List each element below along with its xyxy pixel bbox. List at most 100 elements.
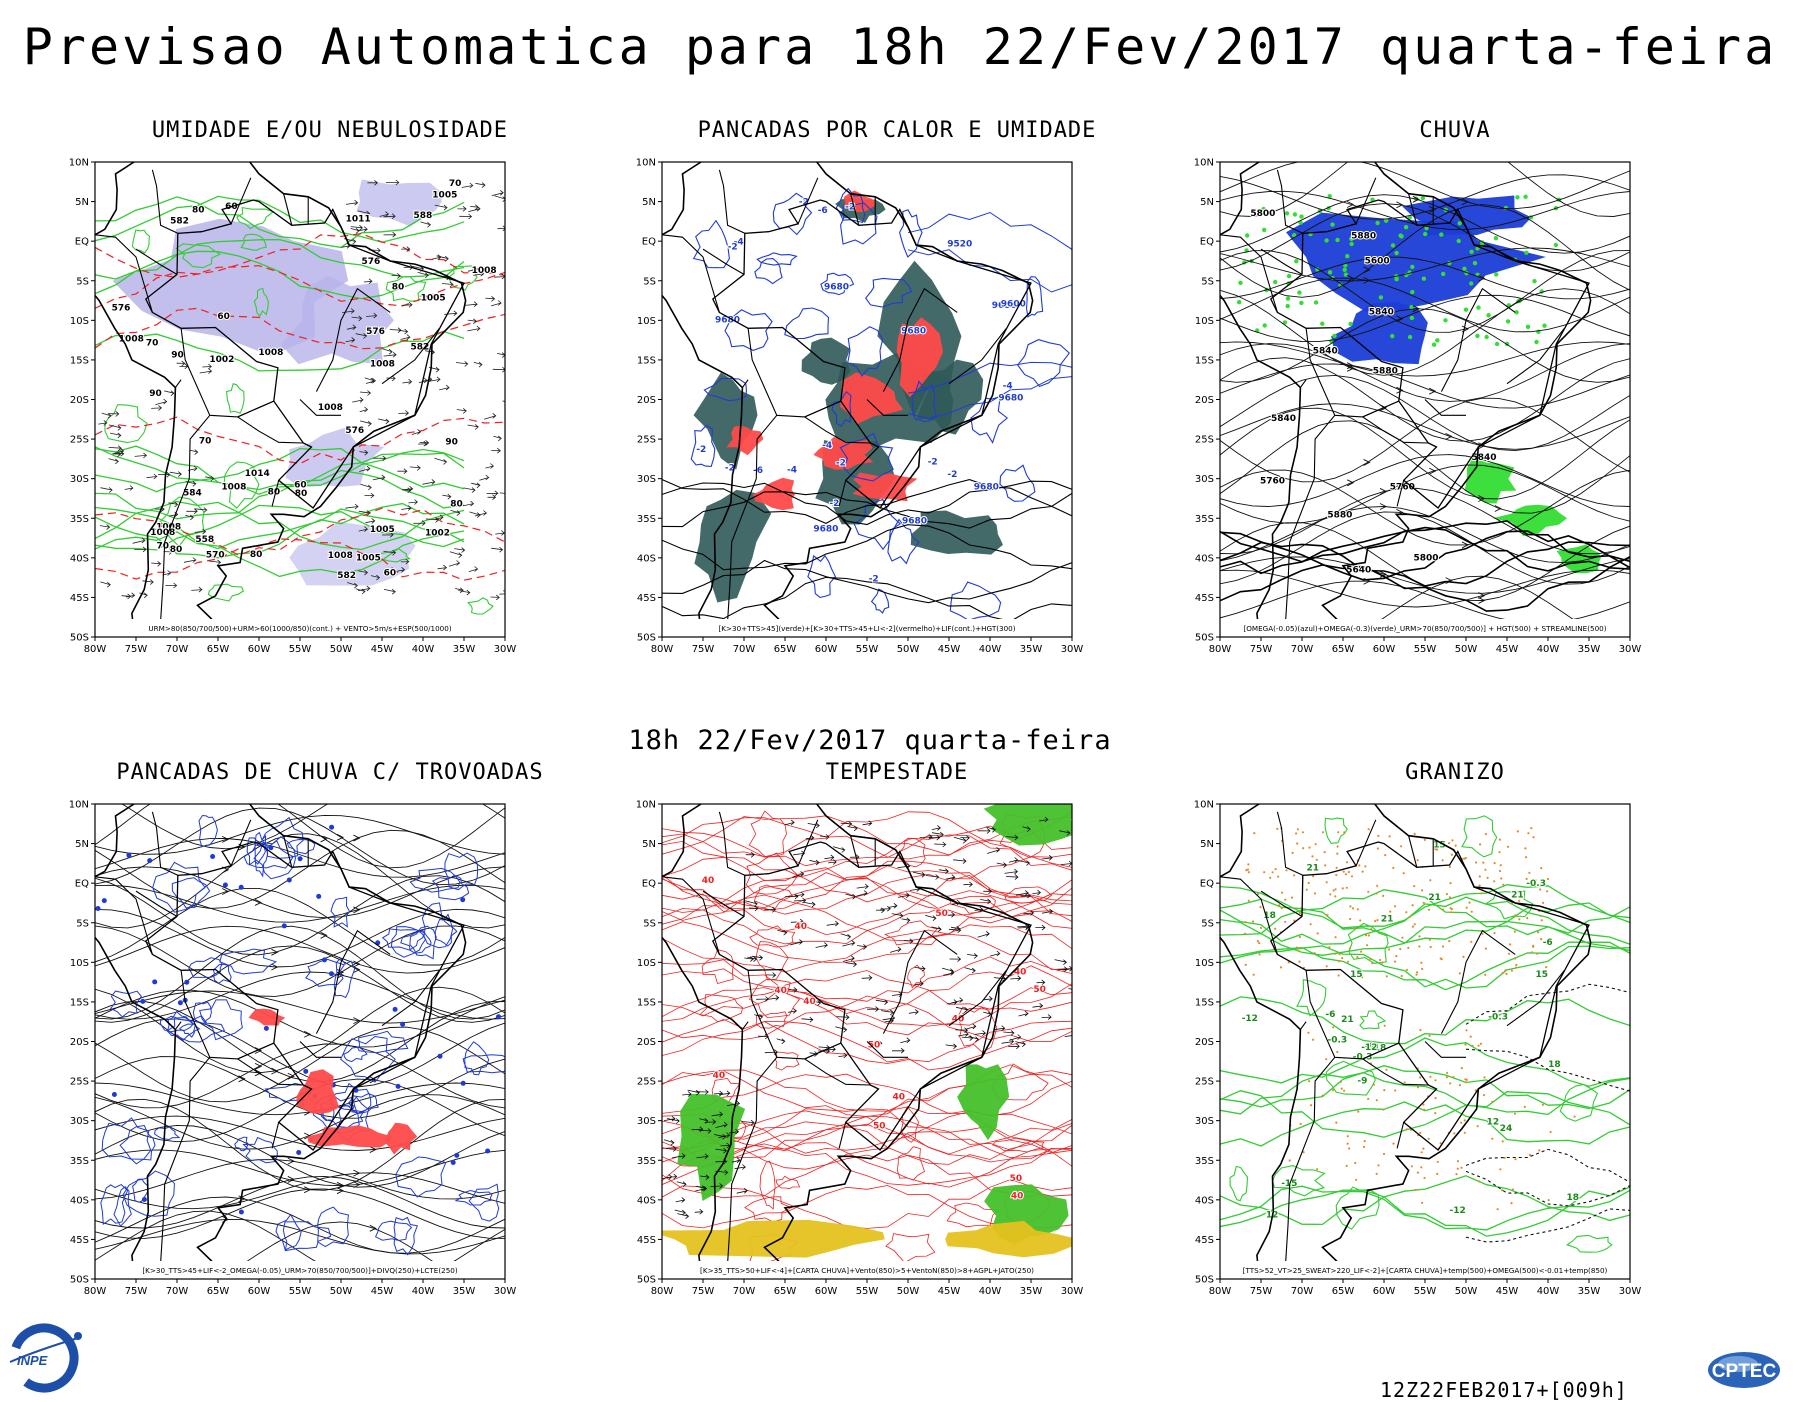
omega-dot — [1455, 1173, 1458, 1176]
omega-dot — [1493, 932, 1496, 935]
omega-strong-dot — [1463, 307, 1469, 312]
omega-strong-dot — [1423, 231, 1428, 237]
wind-vector — [485, 295, 496, 302]
divergence-contour — [468, 1183, 500, 1222]
contour-label: -2 — [696, 445, 706, 455]
omega-dot — [1360, 976, 1364, 979]
wind-vector — [748, 905, 759, 912]
wind-vector — [347, 582, 358, 589]
divergence-dot — [286, 877, 292, 883]
wind-vector — [479, 474, 490, 481]
contour-label: 50 — [1010, 1174, 1023, 1184]
lat-label: 35S — [70, 1156, 89, 1167]
wind-vector — [491, 447, 501, 454]
humidity-contour — [253, 287, 269, 318]
omega-dot — [1269, 876, 1272, 879]
lat-label: 35S — [1195, 514, 1214, 525]
omega-dot — [1418, 945, 1421, 948]
country-border — [882, 929, 958, 1034]
divergence-contour — [154, 1126, 181, 1141]
wind-vector — [383, 351, 397, 358]
omega-dot — [1498, 851, 1501, 854]
wind-vector — [495, 530, 505, 536]
omega-dot — [1518, 899, 1521, 902]
lon-label: 75W — [125, 644, 148, 655]
instability-contour — [662, 956, 1072, 1002]
omega-dot — [1247, 871, 1250, 874]
wind-vector — [139, 592, 148, 599]
country-border — [1276, 811, 1304, 876]
wind-vector — [1060, 860, 1072, 867]
omega-dot — [1486, 876, 1489, 879]
omega-dot — [1301, 831, 1304, 834]
omega-dot — [1375, 892, 1378, 895]
wind-vector — [475, 182, 486, 188]
omega-dot — [1354, 1161, 1357, 1165]
lat-label: 5S — [76, 918, 89, 929]
contour-label: 40 — [893, 1093, 906, 1103]
streamline — [1220, 575, 1602, 637]
omega-dot — [1405, 1128, 1408, 1131]
streamline — [95, 1124, 505, 1188]
omega-strong-dot — [1349, 236, 1354, 242]
thunderstorm-area — [385, 1122, 418, 1155]
wind-vector — [358, 510, 371, 516]
temperature-contour — [1325, 1060, 1376, 1096]
lon-label: 80W — [651, 644, 674, 655]
cptec-logo-text: CPTEC — [1712, 1361, 1777, 1382]
omega-strong-dot — [1472, 260, 1478, 266]
lat-label: 15S — [637, 997, 656, 1008]
instability-contour — [992, 1137, 1045, 1153]
wind-vector — [1008, 1043, 1020, 1050]
divergence-contour — [246, 837, 266, 866]
wind-vector — [875, 999, 889, 1006]
streamline-arrow — [353, 834, 361, 842]
wind-vector — [938, 868, 949, 875]
wind-vector — [383, 588, 396, 595]
wind-vector — [189, 449, 199, 455]
divergence-dot — [147, 858, 153, 864]
height-contour — [662, 478, 1072, 525]
omega-strong-dot — [1456, 238, 1461, 244]
divergence-contour — [275, 1213, 302, 1251]
omega-dot — [1453, 1132, 1456, 1135]
omega-dot — [1498, 838, 1501, 841]
omega-strong-dot — [1431, 342, 1437, 347]
omega-dot — [1518, 918, 1521, 921]
omega-dot — [1429, 879, 1432, 882]
wind-vector — [485, 463, 495, 469]
lat-label: EQ — [75, 237, 89, 248]
country-border — [804, 1058, 871, 1086]
omega-dot — [1349, 917, 1352, 921]
wind-vector — [790, 939, 804, 946]
omega-dot — [1280, 907, 1283, 910]
country-border — [283, 835, 293, 868]
wind-vector — [946, 999, 958, 1005]
country-border — [135, 248, 178, 275]
omega-strong-dot — [1298, 220, 1303, 225]
omega-dot — [1411, 925, 1414, 928]
contour-label: -12 — [1361, 1043, 1377, 1053]
omega-dot — [1348, 1147, 1351, 1150]
omega-dot — [1514, 957, 1517, 960]
wind-vector — [765, 972, 777, 978]
omega-strong-dot — [1407, 334, 1413, 340]
omega-dot — [1491, 1137, 1494, 1140]
contour-label: 9680 — [998, 394, 1023, 404]
lat-label: 30S — [637, 474, 656, 485]
omega-dot — [1416, 1086, 1420, 1089]
contour-label: -9 — [1357, 1076, 1367, 1086]
wind-vector — [901, 917, 911, 924]
omega-dot — [1416, 859, 1419, 862]
wind-vector — [165, 582, 178, 589]
humidity-contour — [95, 446, 465, 495]
wind-vector — [862, 820, 873, 827]
omega-dot — [1331, 1089, 1334, 1092]
divergence-contour — [333, 957, 356, 999]
omega-dot — [1501, 1189, 1504, 1192]
wind-vector — [980, 898, 992, 905]
thickness-contour — [95, 232, 505, 278]
lon-label: 75W — [1250, 1286, 1273, 1297]
panel-pancadas-calor: PANCADAS POR CALOR E UMIDADE 9680 9680 968… — [636, 118, 1132, 708]
